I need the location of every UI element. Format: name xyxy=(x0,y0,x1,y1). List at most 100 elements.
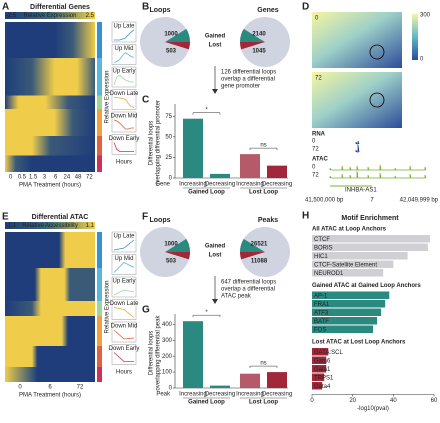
cluster-label: Up Early xyxy=(112,69,135,75)
lost-count: 503 xyxy=(166,49,177,55)
track-title: RNA xyxy=(312,132,326,138)
y-tick-label: 75 xyxy=(165,114,172,120)
bar xyxy=(312,308,382,316)
heatmap-block xyxy=(5,109,95,136)
section-title: Gained ATAC at Gained Loop Anchors xyxy=(312,283,421,289)
cluster-strip xyxy=(97,95,102,109)
pie-title: Peaks xyxy=(258,217,278,224)
group-label: Gained Loop xyxy=(188,400,225,406)
pie-gained xyxy=(240,28,265,42)
y-axis-label: overlapping differential peak xyxy=(156,315,162,391)
panel-label: E xyxy=(2,212,9,223)
y-tick-label: 300 xyxy=(162,338,173,344)
scale-max: 1.1 xyxy=(86,223,95,229)
note-line: gene promoter xyxy=(221,84,260,90)
motif-label: HIC1 xyxy=(314,254,328,260)
motif-label: FRA1 xyxy=(314,302,330,308)
gained-count: 1000 xyxy=(164,242,178,248)
y-tick-label: 50 xyxy=(165,134,172,140)
x-tick-label: 20 xyxy=(349,398,356,404)
cluster-label: Down Early xyxy=(109,346,140,352)
sig-bracket xyxy=(192,112,221,115)
bar xyxy=(312,365,327,373)
coord-end: 42,049,999 bp xyxy=(400,198,439,204)
note-line: ATAC peak xyxy=(221,294,252,300)
x-tick-label: 48 xyxy=(75,175,82,181)
note-line: overlap a differential xyxy=(221,77,275,83)
section-title: All ATAC at Loop Anchors xyxy=(312,227,387,233)
note-line: 647 differential loops xyxy=(221,280,276,286)
heatmap-block xyxy=(5,367,95,382)
significance: * xyxy=(205,310,208,316)
x-tick-label: Increasing xyxy=(179,392,207,398)
heatmap-block xyxy=(5,95,95,109)
sig-bracket xyxy=(249,147,278,151)
cluster-strip xyxy=(97,136,102,156)
map-label: 0 xyxy=(315,16,319,22)
x-axis-label: PMA Treatment (hours) xyxy=(19,183,81,189)
panel-label: D xyxy=(302,2,309,13)
y-tick-label: 0 xyxy=(169,386,173,392)
cluster-trend xyxy=(113,239,135,251)
panel-label: G xyxy=(142,305,150,316)
x-prefix: Gene xyxy=(155,182,170,188)
panel-label: C xyxy=(142,95,149,106)
map-label: 72 xyxy=(315,76,322,82)
group-label: Gained Loop xyxy=(188,190,225,196)
pie-gained xyxy=(240,238,265,252)
track-title: ATAC xyxy=(312,157,328,163)
x-prefix: Peak xyxy=(156,392,171,398)
cluster-trend xyxy=(113,262,135,273)
group-label: Lost Loop xyxy=(249,190,278,196)
cluster-box xyxy=(111,134,137,155)
x-tick-label: 0 xyxy=(18,385,22,391)
heatmap-block xyxy=(5,268,95,301)
cluster-label: Up Late xyxy=(113,234,135,240)
x-tick-label: 0 xyxy=(9,175,13,181)
cluster-trend xyxy=(113,307,135,318)
panel-label: H xyxy=(302,211,309,222)
significance: * xyxy=(205,107,208,113)
lost-count: 503 xyxy=(166,259,177,265)
y-tick-label: 0 xyxy=(169,176,173,182)
y-axis-label: Differential loops xyxy=(149,121,155,166)
cluster-strip xyxy=(97,268,102,301)
heatmap-block xyxy=(5,155,95,172)
panel-title: Differential Genes xyxy=(30,4,90,11)
sig-bracket xyxy=(249,365,278,369)
side-label: Relative Expression xyxy=(105,70,111,123)
x-tick-label: Decreasing xyxy=(205,182,235,188)
cluster-strip xyxy=(97,22,102,58)
x-tick-label: 0 xyxy=(310,398,314,404)
cluster-trend xyxy=(113,119,134,130)
bar xyxy=(312,373,325,381)
legend-gained: Gained xyxy=(205,244,226,250)
bar xyxy=(183,321,203,388)
pie-gained xyxy=(165,28,190,42)
contact-map xyxy=(312,12,402,68)
y-tick-label: 400 xyxy=(162,322,173,328)
motif-label: AP-1 xyxy=(314,293,328,299)
cluster-strip xyxy=(97,346,102,367)
x-tick-label: Decreasing xyxy=(205,392,235,398)
motif-label: NEUROD1 xyxy=(314,271,344,277)
motif-label: TRPS1 xyxy=(314,375,334,381)
significance: ns xyxy=(260,361,266,367)
colorbar xyxy=(412,14,418,60)
cluster-label: Down Mid xyxy=(111,114,138,120)
scale-bar xyxy=(5,222,95,229)
hours-label: Hours xyxy=(116,370,132,376)
x-tick-label: 0.5 xyxy=(18,175,27,181)
gene-label: INHBA-AS1 xyxy=(345,188,377,194)
gained-count: 1000 xyxy=(164,32,178,38)
cluster-label: Up Mid xyxy=(114,256,133,262)
x-tick-label: 72 xyxy=(86,175,93,181)
bar xyxy=(312,317,378,325)
cluster-strip xyxy=(97,109,102,136)
side-label: Relative Expression xyxy=(105,280,111,333)
track xyxy=(329,164,427,171)
cluster-trend xyxy=(113,51,135,63)
track-label: 72 xyxy=(312,173,319,179)
pie-lost xyxy=(240,252,265,260)
